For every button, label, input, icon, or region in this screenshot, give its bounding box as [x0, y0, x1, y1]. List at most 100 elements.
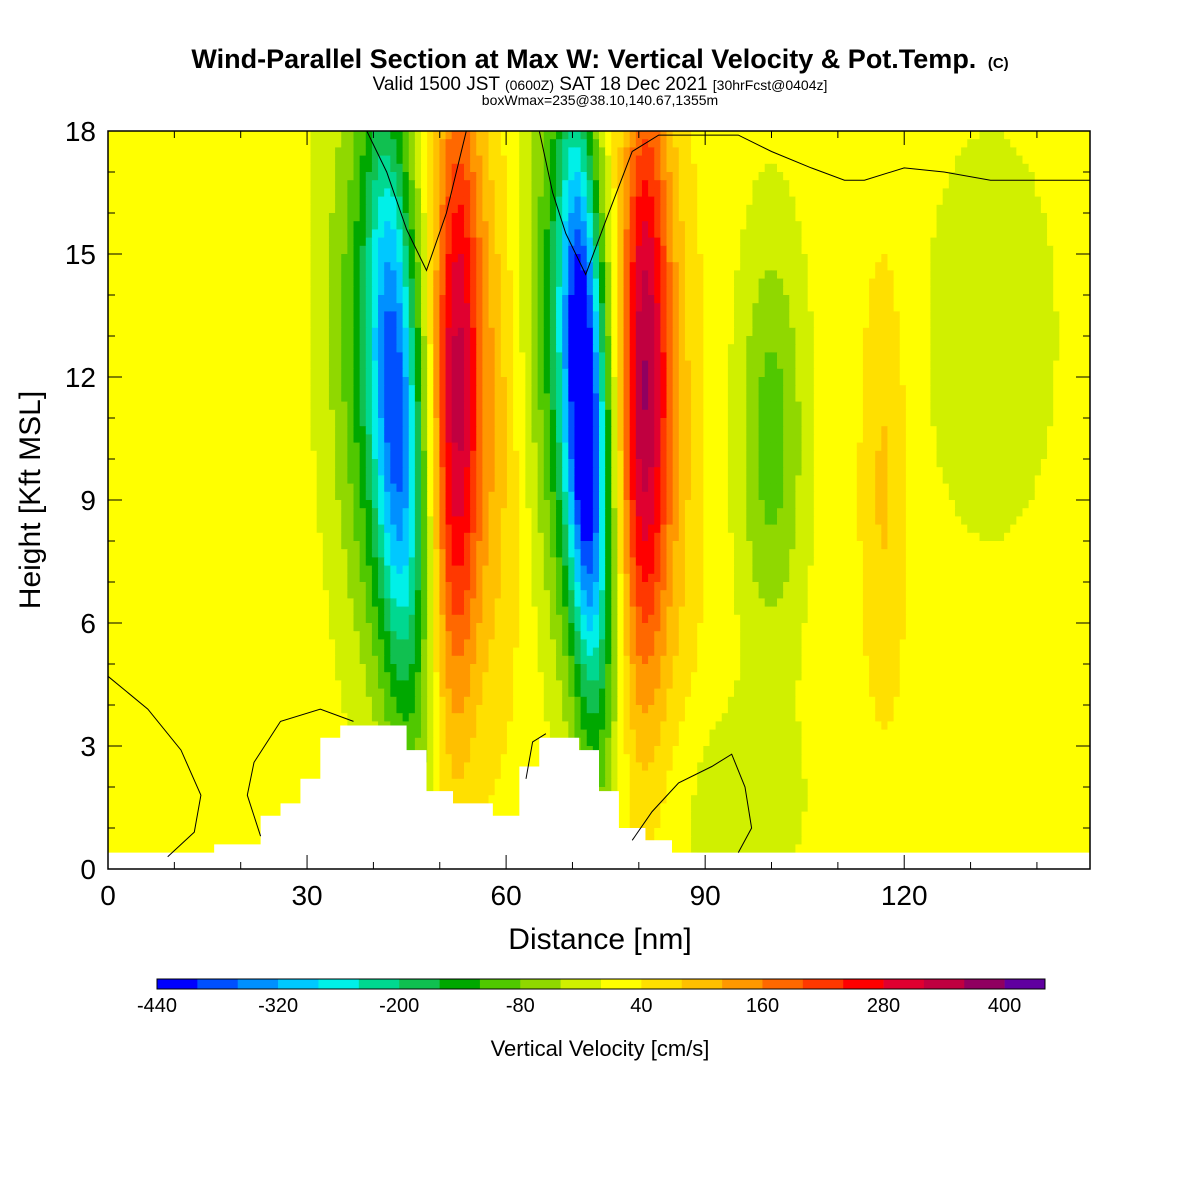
- field-cell: [408, 286, 416, 296]
- field-cell: [1059, 147, 1067, 157]
- field-cell: [261, 286, 269, 296]
- field-cell: [568, 377, 576, 386]
- field-cell: [832, 319, 839, 329]
- field-cell: [421, 336, 428, 345]
- field-cell: [206, 254, 213, 263]
- field-cell: [126, 368, 134, 378]
- field-cell: [746, 213, 754, 222]
- field-cell: [838, 278, 846, 288]
- field-cell: [1065, 352, 1073, 362]
- field-cell: [519, 352, 526, 362]
- field-cell: [875, 352, 882, 362]
- field-cell: [120, 286, 128, 296]
- field-cell: [795, 180, 803, 189]
- field-cell: [1059, 377, 1067, 386]
- field-cell: [494, 254, 502, 263]
- field-cell: [378, 352, 385, 362]
- field-cell: [365, 336, 373, 345]
- field-cell: [813, 262, 821, 271]
- field-cell: [187, 196, 195, 206]
- field-cell: [525, 368, 533, 378]
- field-cell: [506, 360, 514, 370]
- field-cell: [138, 311, 146, 321]
- field-cell: [236, 270, 244, 280]
- field-cell: [316, 147, 324, 157]
- field-cell: [905, 286, 913, 296]
- field-cell: [635, 237, 643, 247]
- subtitle-date: SAT 18 Dec 2021: [559, 74, 708, 95]
- field-cell: [574, 344, 582, 353]
- field-cell: [783, 245, 790, 255]
- field-cell: [936, 196, 944, 206]
- field-cell: [666, 213, 674, 222]
- field-cell: [899, 172, 907, 181]
- field-cell: [899, 270, 907, 280]
- field-cell: [157, 204, 164, 214]
- field-cell: [887, 262, 895, 271]
- field-cell: [470, 286, 477, 296]
- field-cell: [543, 319, 551, 329]
- field-cell: [881, 163, 889, 173]
- field-cell: [157, 172, 164, 181]
- field-cell: [856, 327, 864, 337]
- field-cell: [1065, 180, 1073, 189]
- field-cell: [218, 163, 226, 173]
- field-cell: [482, 213, 490, 222]
- field-cell: [678, 204, 686, 214]
- field-cell: [918, 172, 925, 181]
- field-cell: [592, 237, 600, 247]
- field-cell: [236, 147, 244, 157]
- field-cell: [641, 172, 649, 181]
- field-cell: [408, 229, 416, 239]
- field-cell: [899, 319, 907, 329]
- field-cell: [150, 311, 158, 321]
- field-cell: [298, 172, 305, 181]
- field-cell: [562, 352, 569, 362]
- field-cell: [255, 377, 263, 386]
- field-cell: [844, 377, 852, 386]
- field-cell: [138, 262, 146, 271]
- field-cell: [408, 237, 416, 247]
- field-cell: [967, 237, 974, 247]
- field-cell: [120, 180, 128, 189]
- field-cell: [586, 131, 594, 140]
- field-cell: [709, 303, 717, 312]
- field-cell: [740, 196, 747, 206]
- field-cell: [384, 131, 391, 140]
- field-cell: [850, 319, 858, 329]
- field-cell: [862, 196, 870, 206]
- field-cell: [1028, 319, 1036, 329]
- field-cell: [973, 204, 981, 214]
- field-cell: [893, 377, 901, 386]
- field-cell: [132, 180, 140, 189]
- field-cell: [108, 131, 115, 140]
- field-cell: [506, 139, 514, 148]
- field-cell: [310, 270, 318, 280]
- field-cell: [617, 188, 625, 198]
- field-cell: [979, 295, 987, 304]
- field-cell: [108, 188, 115, 198]
- field-cell: [513, 221, 520, 230]
- field-cell: [599, 139, 606, 148]
- field-cell: [734, 352, 741, 362]
- field-cell: [899, 204, 907, 214]
- field-cell: [715, 336, 723, 345]
- field-cell: [936, 188, 944, 198]
- field-cell: [1065, 188, 1073, 198]
- field-cell: [783, 172, 790, 181]
- field-cell: [954, 221, 962, 230]
- field-cell: [727, 286, 735, 296]
- field-cell: [175, 254, 183, 263]
- field-cell: [678, 254, 686, 263]
- field-cell: [660, 262, 668, 271]
- field-cell: [1065, 295, 1073, 304]
- field-cell: [273, 295, 281, 304]
- field-cell: [169, 229, 177, 239]
- field-cell: [310, 327, 318, 337]
- field-cell: [421, 360, 428, 370]
- field-cell: [494, 213, 502, 222]
- field-cell: [967, 311, 974, 321]
- field-cell: [132, 295, 140, 304]
- field-cell: [457, 377, 465, 386]
- field-cell: [629, 221, 637, 230]
